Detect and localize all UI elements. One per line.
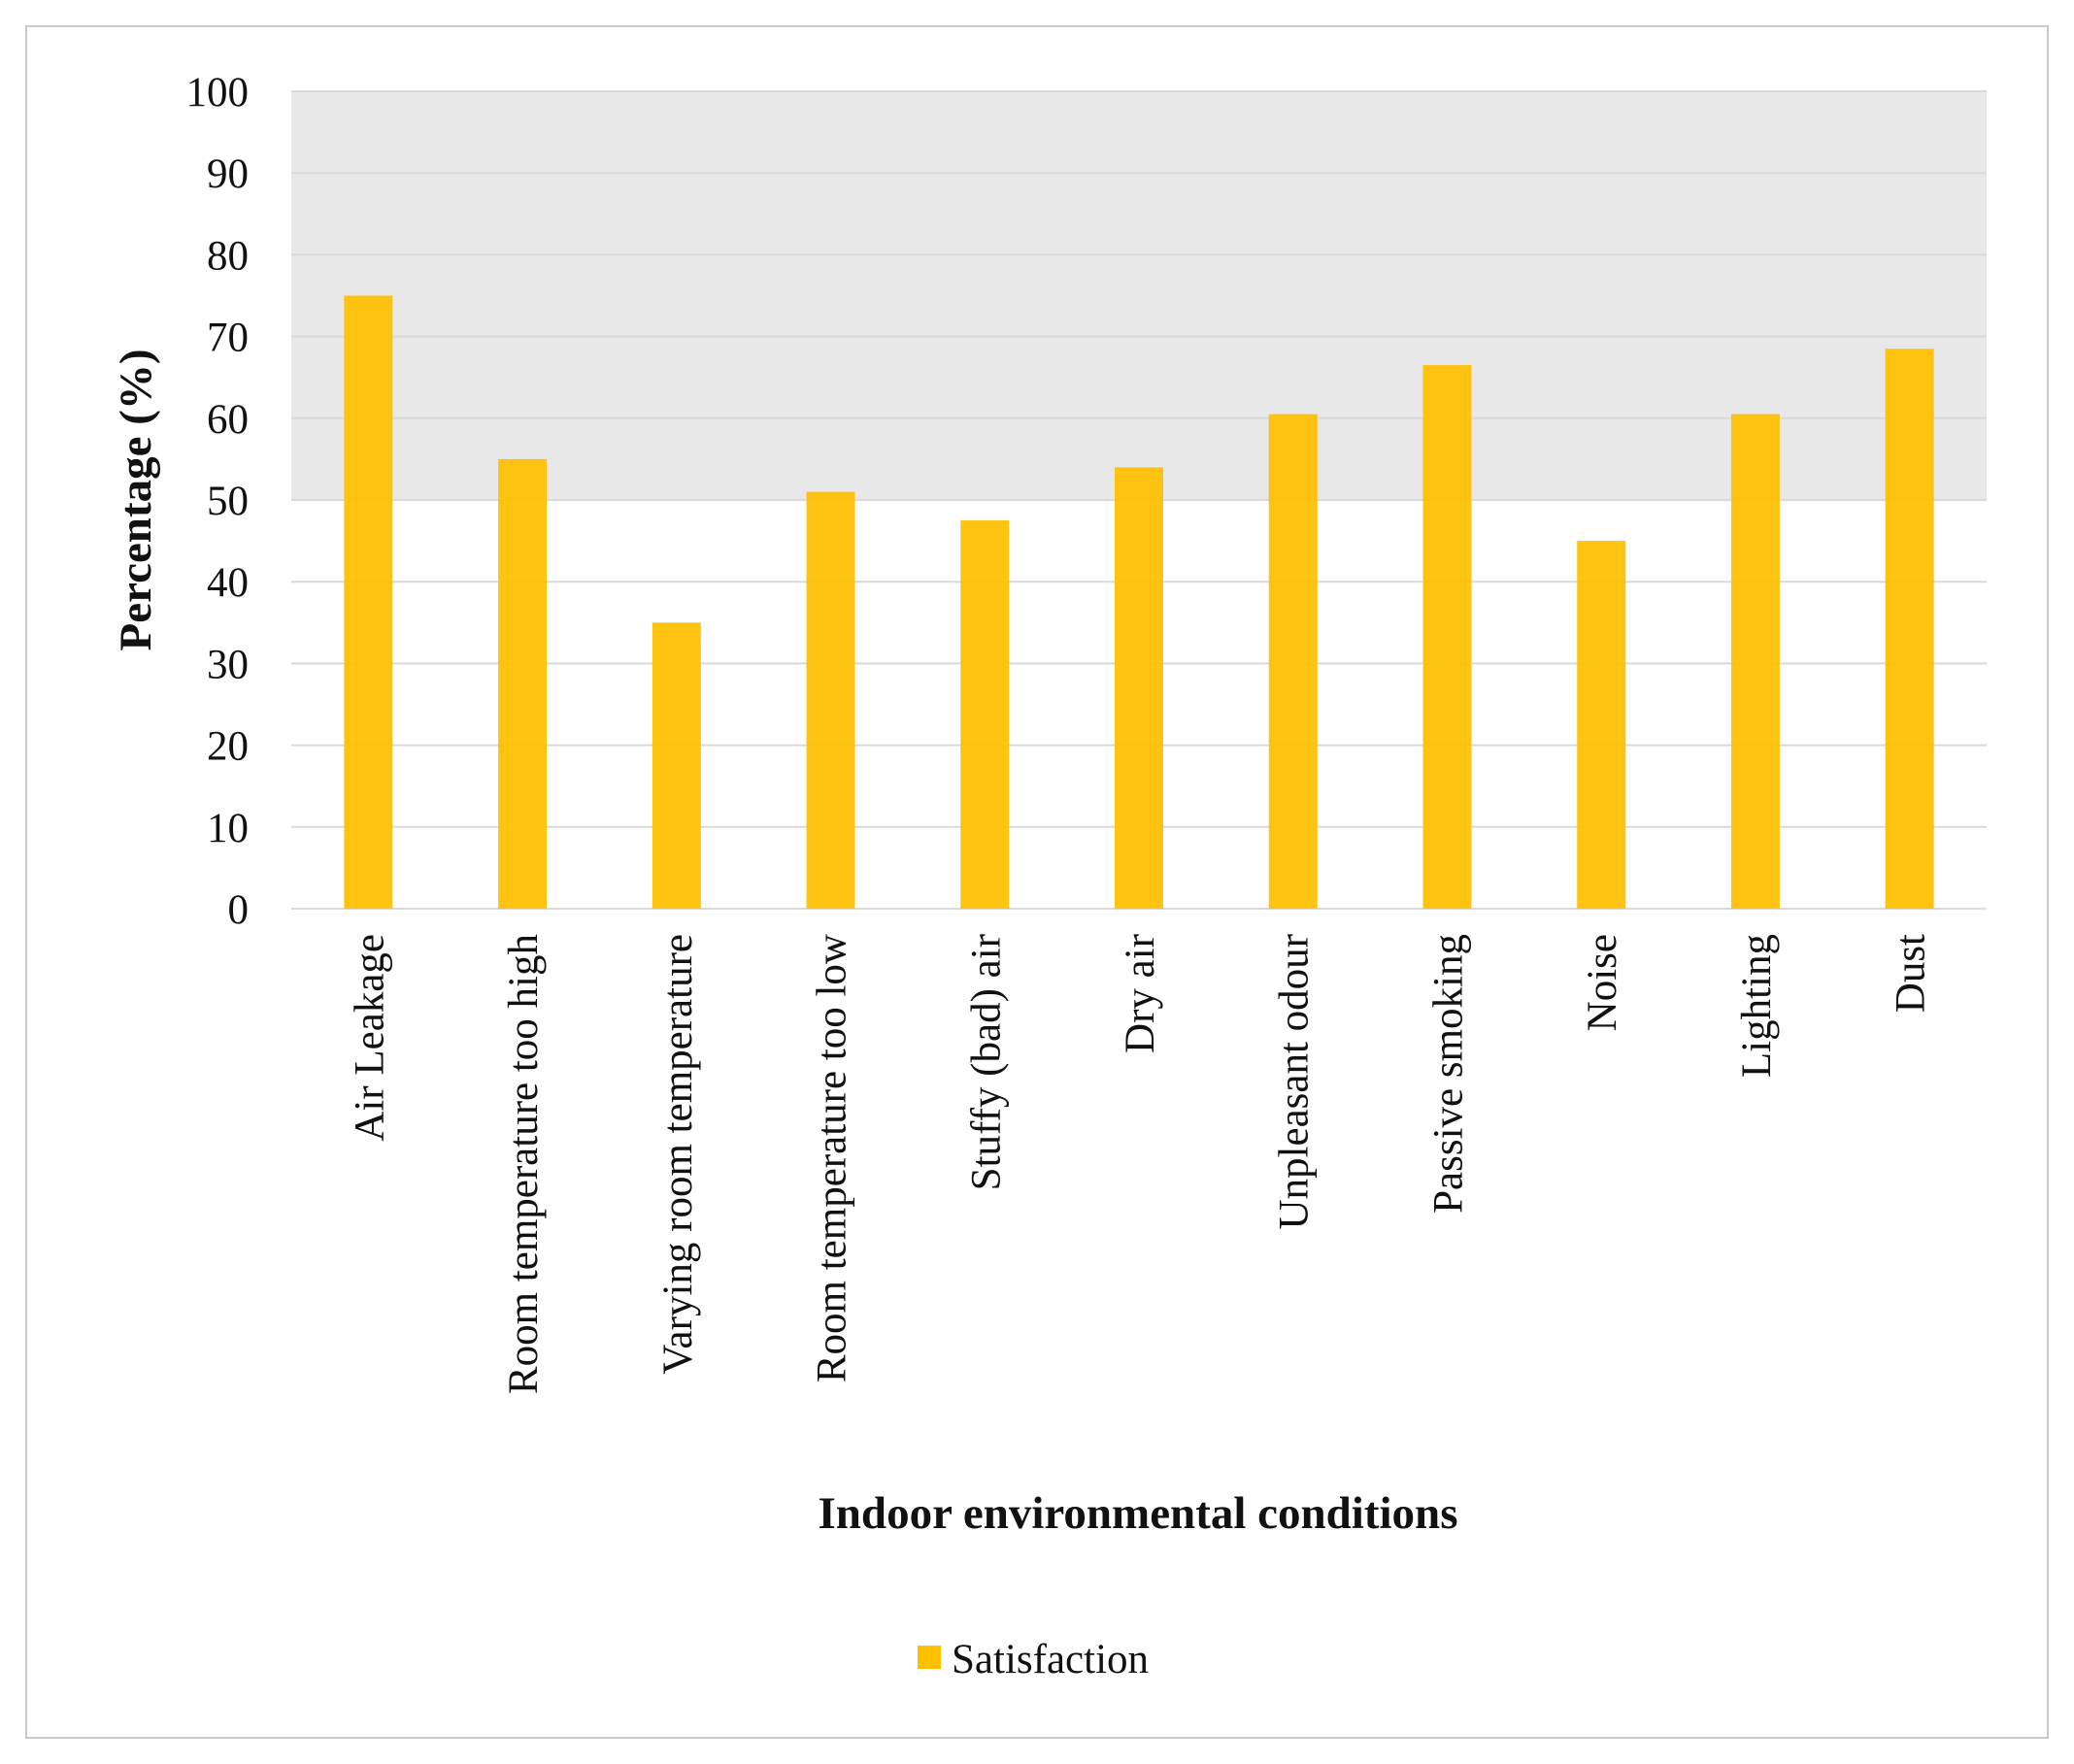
bar-lighting	[1730, 414, 1780, 909]
y-tick-label-60: 60	[207, 397, 249, 443]
y-tick-label-10: 10	[207, 806, 249, 851]
x-category-label: Lighting	[1734, 934, 1780, 1078]
y-tick-label-100: 100	[186, 70, 250, 116]
bar-dry-air	[1115, 467, 1163, 909]
x-category-label-layer: Air Leakage Room temperature too high Vary…	[347, 934, 1933, 1394]
y-tick-label-0: 0	[228, 887, 250, 933]
legend: Satisfaction	[918, 1637, 1149, 1682]
y-tick-label-90: 90	[207, 151, 249, 197]
x-category-label: Room temperature too high	[501, 934, 547, 1394]
bar-passive-smoking	[1422, 365, 1472, 909]
bar-air-leakage	[344, 295, 393, 909]
x-category-label: Unpleasant odour	[1272, 934, 1318, 1230]
y-tick-label-50: 50	[207, 479, 249, 524]
bar-unpleasant-odour	[1268, 414, 1318, 909]
y-tick-label-70: 70	[207, 316, 249, 361]
x-category-label: Stuffy (bad) air	[963, 934, 1009, 1190]
bar-room-temperature-too-low	[806, 491, 855, 909]
bar-noise	[1577, 541, 1626, 909]
y-tick-label-40: 40	[207, 560, 249, 606]
bar-stuffy-bad-air	[960, 520, 1010, 909]
x-category-label: Noise	[1580, 934, 1625, 1031]
bar-layer	[344, 295, 1934, 910]
bar-room-temperature-too-high	[498, 458, 548, 909]
legend-label-satisfaction: Satisfaction	[952, 1637, 1149, 1682]
y-tick-label-30: 30	[207, 642, 249, 687]
y-tick-label-80: 80	[207, 233, 249, 279]
x-category-label: Varying room temperature	[655, 934, 701, 1375]
x-category-label: Passive smoking	[1425, 934, 1471, 1214]
x-category-label: Air Leakage	[347, 934, 392, 1142]
x-category-label: Dry air	[1118, 934, 1163, 1053]
y-axis-title: Percentage (%)	[111, 349, 161, 650]
x-category-label: Room temperature too low	[810, 934, 855, 1382]
bar-dust	[1885, 349, 1934, 910]
shaded-band	[291, 91, 1987, 500]
bar-varying-room-temperature	[652, 622, 701, 909]
y-tick-label-20: 20	[207, 724, 249, 770]
y-tick-label-layer: 0 10 20 30 40 50 60 70 80 90 100	[186, 70, 250, 933]
x-axis-title: Indoor environmental conditions	[819, 1488, 1458, 1539]
x-category-label: Dust	[1889, 934, 1934, 1013]
shaded-band-layer	[291, 91, 1987, 500]
legend-swatch-satisfaction	[918, 1646, 941, 1669]
